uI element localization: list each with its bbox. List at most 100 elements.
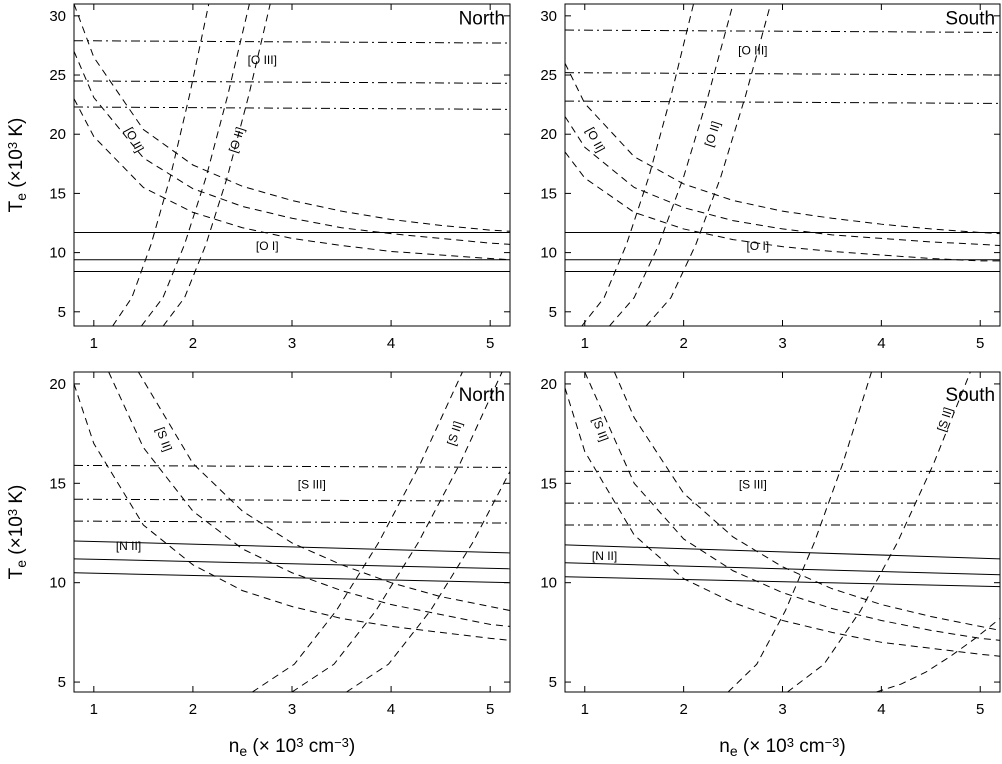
- panel: 1 2 3 4 5 5 10 15 20 25 30 South [O III] [O II] [O II]…: [540, 3, 1001, 352]
- y-axis-label-part: T: [6, 200, 27, 212]
- curve: [565, 387, 1000, 657]
- annotation: [S III]: [739, 477, 767, 491]
- curve: [565, 576, 1000, 588]
- curve: [613, 372, 1000, 631]
- curve: [291, 372, 503, 692]
- y-tick-label: 20: [49, 126, 66, 143]
- x-axis-label-part: cm: [794, 736, 825, 757]
- curve: [108, 372, 510, 627]
- x-tick-label: 1: [581, 701, 589, 718]
- curve: [609, 4, 734, 326]
- x-tick-label: 4: [387, 335, 395, 352]
- y-tick-label: 25: [540, 67, 557, 84]
- y-axis-label-part: e: [13, 560, 29, 568]
- curve: [74, 51, 510, 245]
- x-tick-label: 4: [387, 701, 395, 718]
- x-tick-label: 3: [778, 335, 786, 352]
- y-axis-label-part: T: [6, 567, 27, 579]
- annotation: [N II]: [592, 549, 617, 563]
- x-axis-label-part: cm: [303, 736, 334, 757]
- y-tick-label: 15: [540, 185, 557, 202]
- curve: [74, 4, 510, 232]
- annotation: [O III]: [248, 53, 277, 67]
- x-tick-label: 2: [679, 701, 687, 718]
- annotation: [S II]: [153, 425, 175, 453]
- curve: [584, 372, 1000, 641]
- y-tick-label: 5: [549, 304, 557, 321]
- annotation: [O II]: [226, 125, 247, 154]
- y-tick-label: 20: [540, 376, 557, 393]
- y-tick-label: 15: [49, 475, 66, 492]
- curve: [74, 520, 510, 524]
- annotation: North: [459, 385, 505, 406]
- curve: [74, 80, 510, 84]
- curve: [74, 40, 510, 44]
- x-axis-label-part: n: [229, 736, 240, 757]
- y-axis-label-part: 3: [5, 509, 20, 516]
- curve: [140, 4, 250, 326]
- annotation: [S III]: [298, 477, 326, 491]
- axes-frame: [73, 371, 511, 693]
- y-tick-label: 10: [540, 575, 557, 592]
- x-axis-label-part: −3: [334, 735, 349, 750]
- x-tick-label: 2: [189, 701, 197, 718]
- axes-frame: [73, 3, 511, 327]
- x-axis-label-part: 3: [296, 735, 303, 750]
- x-tick-label: 5: [976, 701, 984, 718]
- x-tick-label: 5: [486, 335, 494, 352]
- annotation: [N II]: [116, 539, 141, 553]
- y-axis-label-part: 3: [5, 142, 20, 149]
- curve: [74, 498, 510, 502]
- annotation: [S II]: [444, 419, 465, 447]
- annotation: South: [945, 385, 995, 406]
- curve: [162, 4, 271, 326]
- annotation: North: [459, 8, 505, 29]
- curve: [565, 562, 1000, 576]
- curve: [581, 4, 695, 326]
- x-axis-label-part: (× 10: [247, 736, 296, 757]
- curve: [645, 4, 772, 326]
- curve: [565, 116, 1000, 246]
- x-axis-label-part: ): [839, 736, 845, 757]
- x-tick-label: 4: [877, 701, 885, 718]
- x-axis-label: ne (× 103 cm−3): [229, 735, 356, 759]
- axes-frame: [564, 371, 1001, 693]
- y-tick-label: 15: [540, 475, 557, 492]
- plot-area: [565, 372, 1000, 692]
- annotation: [O I]: [746, 239, 769, 253]
- y-tick-label: 20: [540, 126, 557, 143]
- x-tick-label: 4: [877, 335, 885, 352]
- y-tick-label: 5: [58, 304, 66, 321]
- x-axis-label-part: ): [349, 736, 355, 757]
- x-tick-label: 1: [90, 335, 98, 352]
- annotation: [S II]: [934, 406, 955, 434]
- annotation: [O I]: [256, 239, 279, 253]
- axes-frame: [564, 3, 1001, 327]
- curve: [74, 98, 510, 261]
- y-axis-label: Te (×103 K): [5, 118, 29, 213]
- plot-area: [74, 372, 510, 692]
- curve: [74, 106, 510, 110]
- curve: [74, 558, 510, 570]
- x-tick-label: 3: [288, 335, 296, 352]
- plot-area: [565, 4, 1000, 326]
- x-tick-label: 1: [90, 701, 98, 718]
- y-tick-label: 5: [549, 674, 557, 691]
- x-axis-label: ne (× 103 cm−3): [719, 735, 846, 759]
- curve: [74, 540, 510, 554]
- x-axis-label-part: 3: [787, 735, 794, 750]
- annotation: [O III]: [738, 44, 767, 58]
- x-tick-label: 1: [581, 335, 589, 352]
- curve: [727, 372, 872, 692]
- x-tick-label: 2: [679, 335, 687, 352]
- y-tick-label: 25: [49, 67, 66, 84]
- curve: [876, 618, 1000, 692]
- y-axis-label-part: K): [6, 118, 27, 142]
- curve: [74, 464, 510, 468]
- x-tick-label: 3: [778, 701, 786, 718]
- x-axis-label-part: e: [730, 743, 738, 759]
- plot-area: [74, 4, 510, 326]
- x-axis-label-part: n: [719, 736, 730, 757]
- curve: [565, 72, 1000, 76]
